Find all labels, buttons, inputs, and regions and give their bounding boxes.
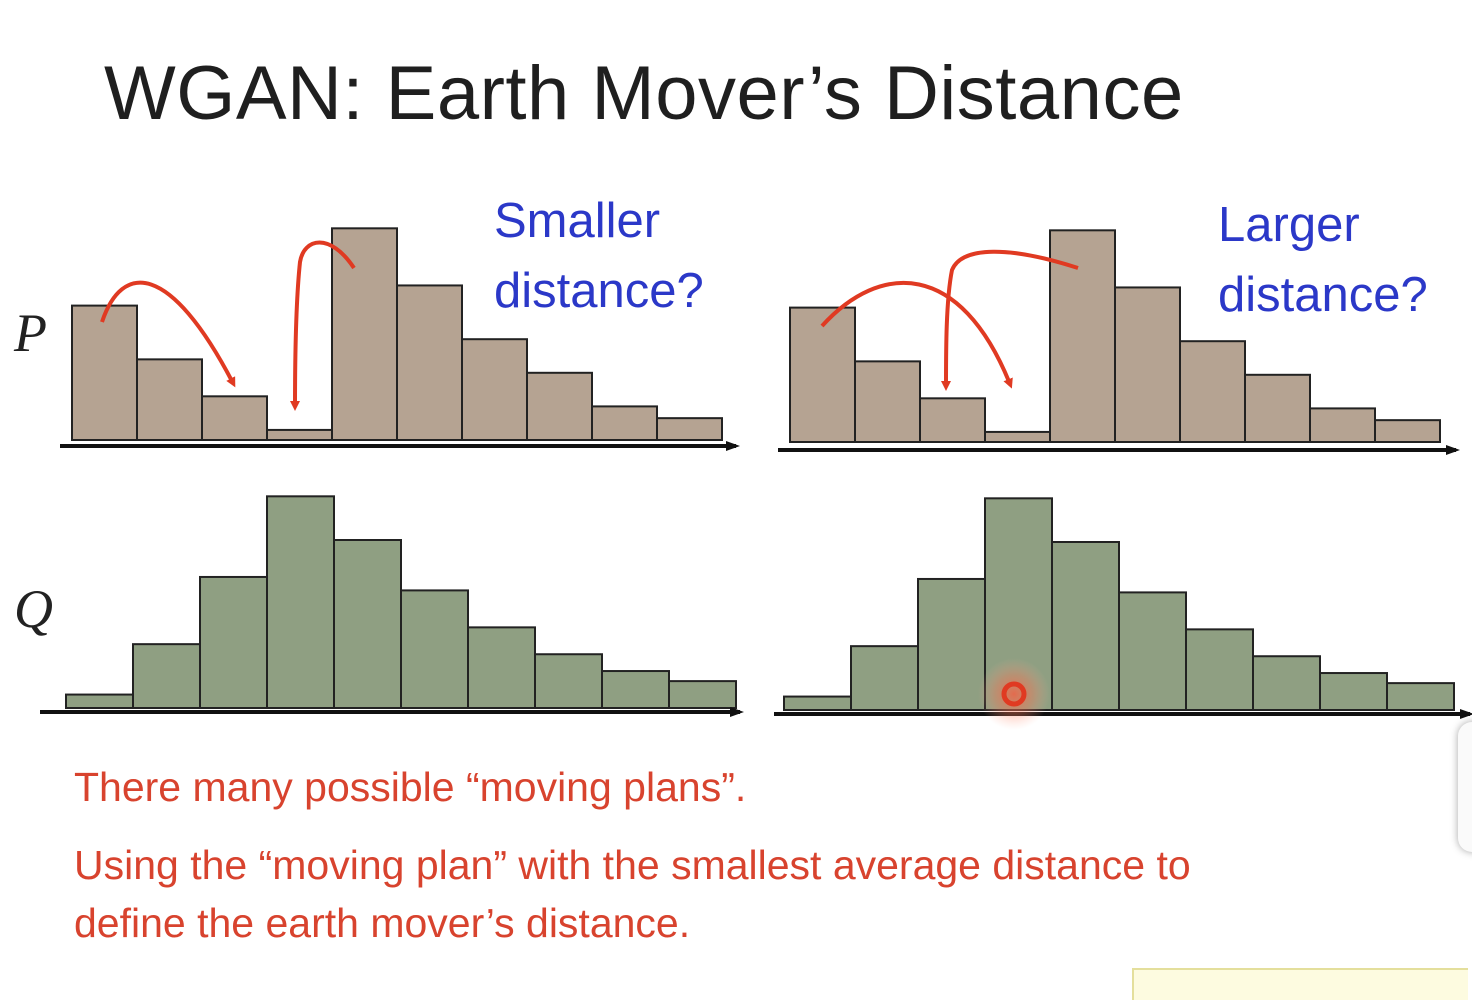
moving-arrow-right-1 [820, 281, 1013, 389]
note-line-1: There many possible “moving plans”. [74, 764, 747, 810]
left-q-bar-10 [668, 680, 737, 709]
left-q-bar-3 [199, 575, 268, 710]
right-q-bar-8 [1252, 655, 1321, 711]
left-q-bar-1 [65, 693, 134, 709]
slide-title: WGAN: Earth Mover’s Distance [104, 51, 1184, 136]
right-p-bar-9 [1309, 407, 1376, 443]
left-p-bar-7 [461, 338, 528, 442]
moving-arrow-left-2 [290, 240, 356, 411]
right-p-bar-7 [1179, 340, 1246, 444]
right-q-bar-2 [850, 645, 919, 711]
left-question-line1: Smaller [494, 194, 661, 248]
yellow-note-box [1132, 968, 1468, 1000]
left-p-bar-2 [136, 358, 203, 441]
label-q: Q [14, 579, 53, 639]
right-p-bar-6 [1114, 286, 1181, 443]
histogram-right-q [783, 497, 1455, 712]
left-p-bar-3 [201, 395, 268, 442]
right-q-bar-1 [783, 695, 852, 711]
histogram-left-q [65, 495, 737, 710]
moving-arrow-left-1 [100, 280, 236, 388]
right-question-line1: Larger [1218, 198, 1360, 252]
left-p-bar-6 [396, 284, 463, 441]
left-p-bar-8 [526, 371, 593, 441]
side-panel-tab[interactable] [1458, 722, 1472, 852]
left-question: Smaller distance? [494, 186, 704, 326]
cursor-highlight-icon [978, 658, 1050, 730]
right-p-bar-10 [1374, 419, 1441, 444]
right-q-bar-9 [1319, 672, 1388, 711]
left-q-bar-7 [467, 626, 536, 709]
left-q-bar-8 [534, 653, 603, 709]
histogram-right-p [789, 229, 1441, 444]
left-p-bar-5 [331, 227, 398, 441]
right-q-bar-6 [1118, 591, 1187, 712]
right-p-bar-3 [919, 397, 986, 444]
right-p-bar-4 [984, 430, 1051, 444]
left-q-bar-6 [400, 589, 469, 710]
left-p-bar-10 [656, 417, 723, 442]
left-p-bar-4 [266, 428, 333, 442]
left-p-bar-9 [591, 405, 658, 441]
left-question-line2: distance? [494, 264, 704, 318]
note-line-2: Using the “moving plan” with the smalles… [74, 842, 1191, 888]
right-q-bar-3 [917, 577, 986, 712]
left-q-bar-2 [132, 643, 201, 709]
right-p-bar-2 [854, 360, 921, 443]
left-q-bar-9 [601, 670, 670, 709]
right-question-line2: distance? [1218, 268, 1428, 322]
right-question: Larger distance? [1218, 190, 1428, 330]
note-line-3: define the earth mover’s distance. [74, 900, 691, 946]
moving-arrow-right-2 [941, 249, 1079, 391]
histogram-left-p [71, 227, 723, 442]
right-q-bar-5 [1051, 541, 1120, 711]
right-q-bar-7 [1185, 628, 1254, 711]
right-q-bar-10 [1386, 682, 1455, 711]
left-p-bar-1 [71, 304, 138, 441]
right-p-bar-1 [789, 306, 856, 443]
left-q-bar-4 [266, 495, 335, 709]
left-q-bar-5 [333, 539, 402, 709]
label-p: P [14, 303, 47, 363]
right-p-bar-8 [1244, 373, 1311, 443]
